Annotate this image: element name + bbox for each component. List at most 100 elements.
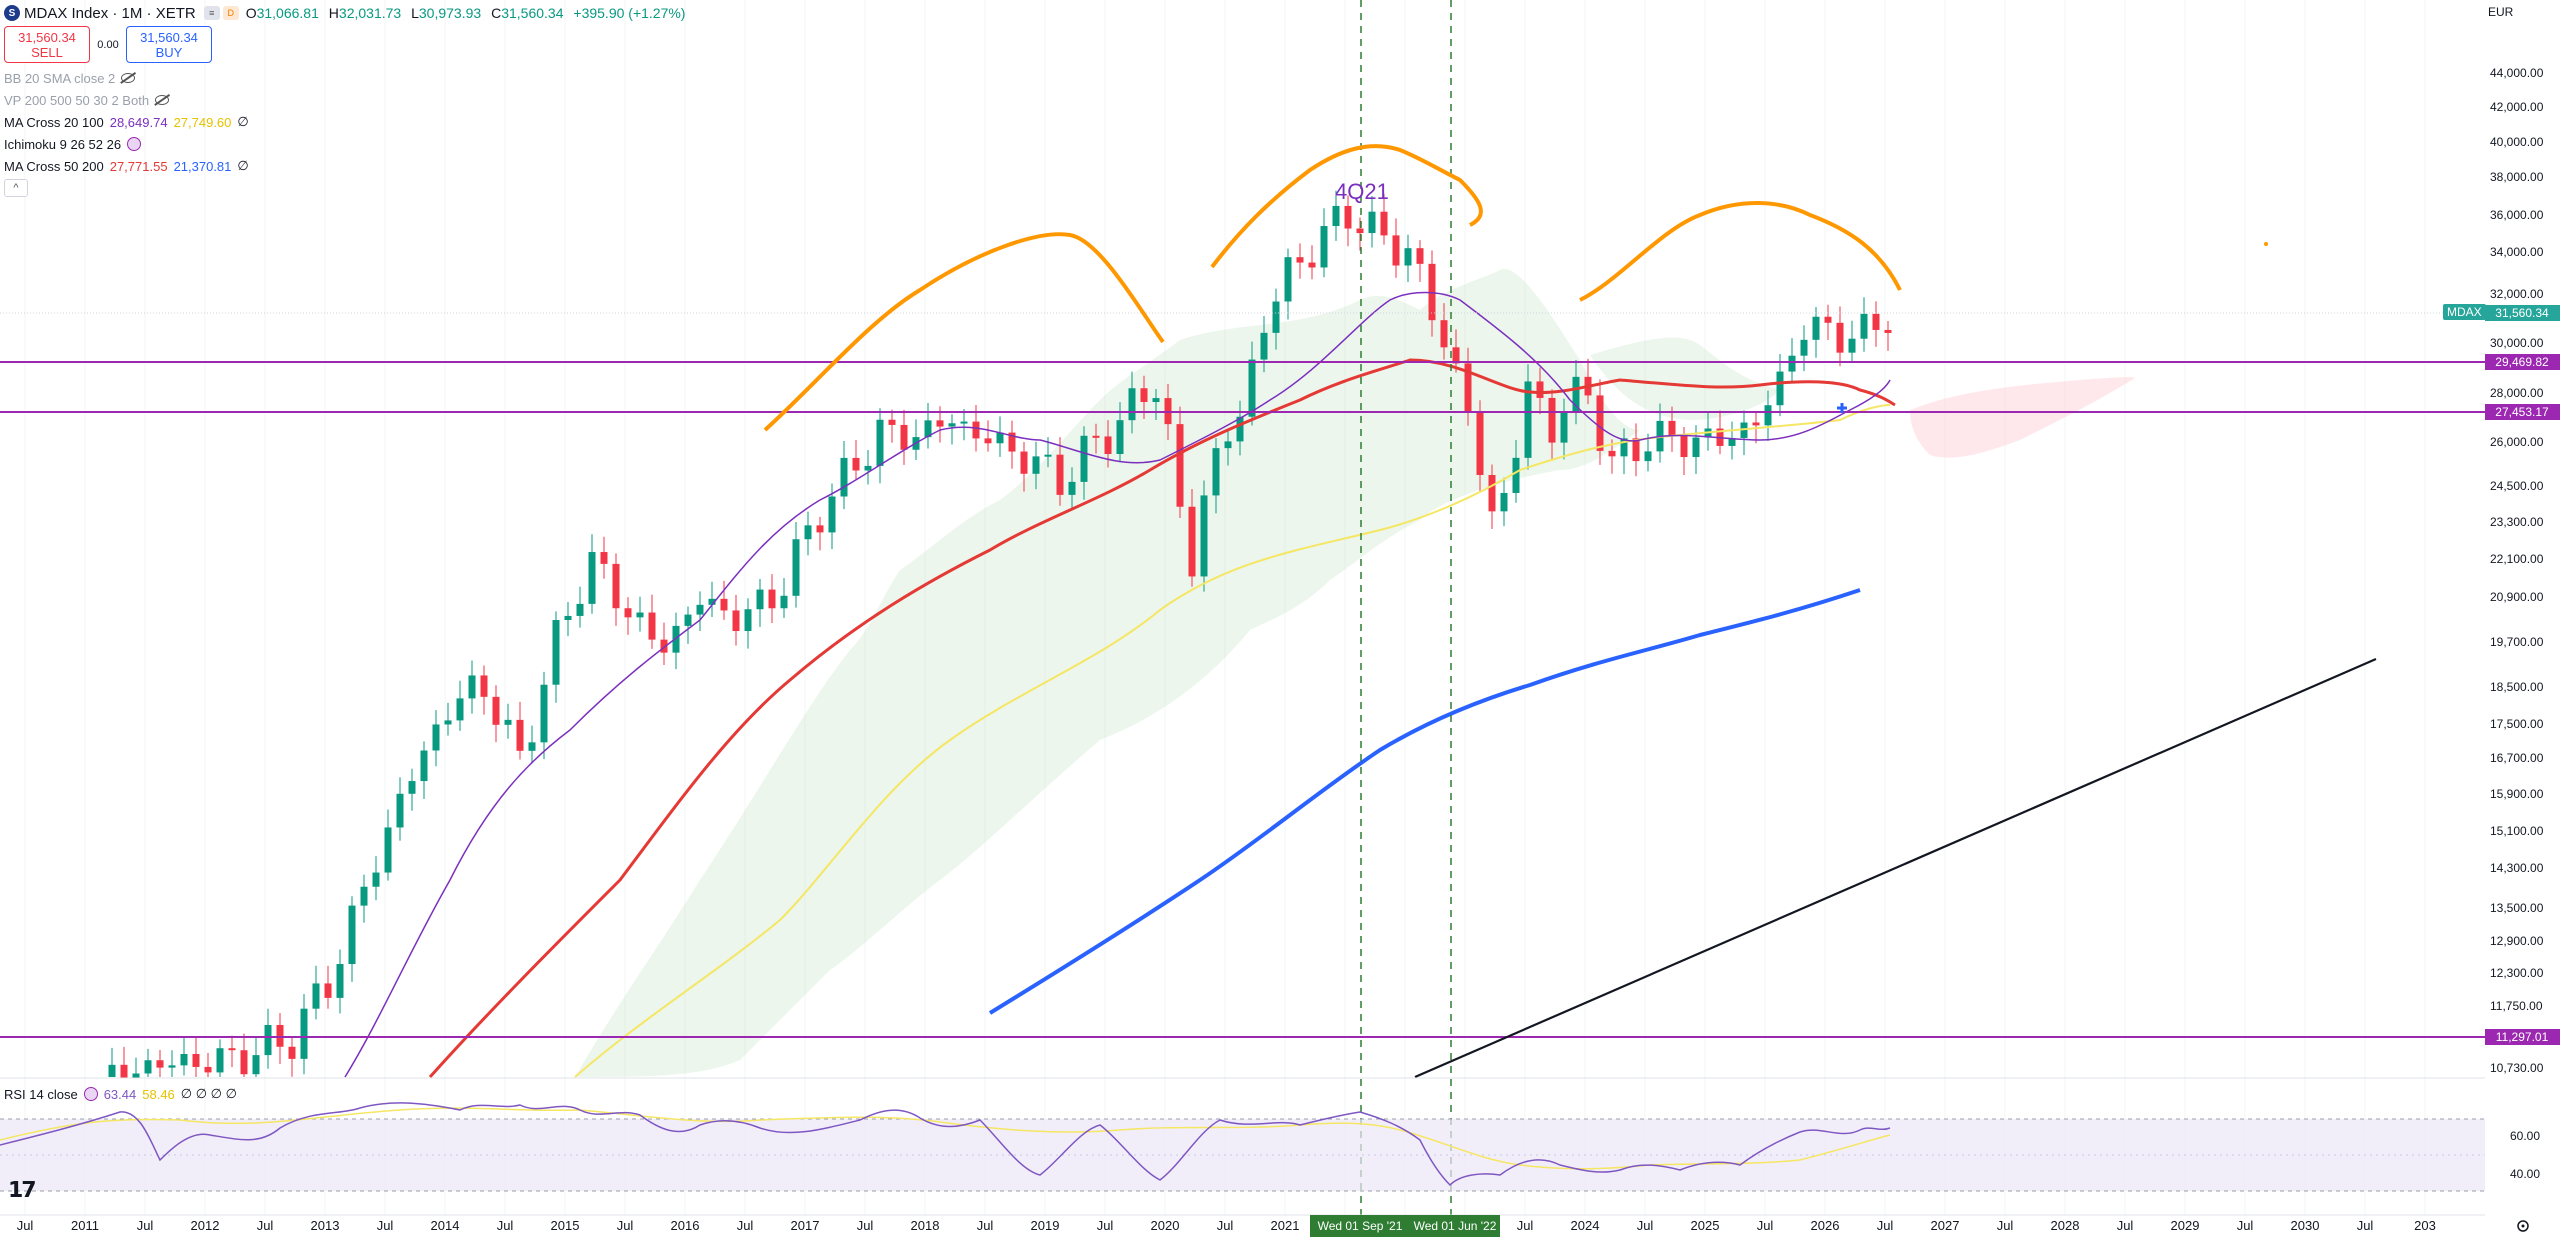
candle-body xyxy=(336,964,344,998)
indicator-vp[interactable]: VP 200 500 50 30 2 Both xyxy=(4,89,691,111)
candle-body xyxy=(1296,257,1304,263)
indicator-bb[interactable]: BB 20 SMA close 2 xyxy=(4,67,691,89)
candle-body xyxy=(1800,339,1808,356)
candle-body xyxy=(1524,381,1532,458)
rsi-legend[interactable]: RSI 14 close 63.44 58.46 ∅ ∅ ∅ ∅ xyxy=(4,1086,243,1102)
drawing-arc-3[interactable] xyxy=(1579,201,1902,302)
settings-icon[interactable] xyxy=(2517,1220,2529,1232)
time-axis-label: Jul xyxy=(1877,1218,1894,1233)
price-label-level2[interactable]: 27,453.17 xyxy=(2485,404,2560,420)
candle-body xyxy=(924,420,932,438)
delayed-data-badge[interactable]: D xyxy=(222,6,239,20)
candle-body xyxy=(120,1064,128,1078)
price-scale-label: 15,900.00 xyxy=(2490,787,2544,801)
currency-label[interactable]: EUR xyxy=(2488,5,2514,19)
candle-body xyxy=(936,420,944,427)
date-marker-label-jun22[interactable]: Wed 01 Jun '22 xyxy=(1410,1215,1500,1237)
candle-body xyxy=(708,598,716,605)
time-axis-label: Jul xyxy=(2237,1218,2254,1233)
candle-body xyxy=(156,1060,164,1068)
price-scale-label: 23,300.00 xyxy=(2490,515,2544,529)
time-axis-label: 2016 xyxy=(671,1218,700,1233)
buy-label: BUY xyxy=(155,44,183,60)
candle-body xyxy=(1380,211,1388,236)
time-axis-label: 2020 xyxy=(1151,1218,1180,1233)
time-axis-label: 2017 xyxy=(791,1218,820,1233)
symbol-row: S MDAX Index · 1M · XETR ≡ D O31,066.81 … xyxy=(4,4,691,22)
candle-body xyxy=(492,696,500,725)
candle-body xyxy=(888,419,896,425)
drawing-dot xyxy=(2264,242,2268,246)
indicator-ma-cross-50-200[interactable]: MA Cross 50 200 27,771.55 21,370.81 ∅ xyxy=(4,155,691,177)
time-axis-label: Jul xyxy=(2357,1218,2374,1233)
time-axis-label: Jul xyxy=(977,1218,994,1233)
symbol-title[interactable]: MDAX Index · 1M · XETR xyxy=(24,4,196,22)
candle-body xyxy=(228,1048,236,1051)
candle-body xyxy=(432,724,440,751)
candle-body xyxy=(216,1048,224,1073)
candle-body xyxy=(468,675,476,699)
candle-body xyxy=(1824,316,1832,323)
candle-body xyxy=(996,432,1004,444)
indicator-ma-cross-1-tail: ∅ xyxy=(237,114,249,129)
candle-body xyxy=(300,1008,308,1059)
indicator-ma-cross-2-value-1: 27,771.55 xyxy=(109,158,168,174)
hidden-eye-icon[interactable] xyxy=(155,95,170,105)
collapse-legend-button[interactable]: ^ xyxy=(4,179,28,197)
drawing-arc-2[interactable] xyxy=(1210,144,1483,269)
sell-button[interactable]: 31,560.34 SELL xyxy=(4,26,90,63)
candle-body xyxy=(612,563,620,609)
ma-cross-marker xyxy=(1837,403,1847,413)
ohlc-open-key: O xyxy=(245,5,257,21)
price-scale-label: 42,000.00 xyxy=(2490,100,2544,114)
time-axis-label: Jul xyxy=(1757,1218,1774,1233)
drawing-arc-1[interactable] xyxy=(763,232,1165,432)
candle-body xyxy=(1668,420,1676,437)
indicator-ma-cross-20-100[interactable]: MA Cross 20 100 28,649.74 27,749.60 ∅ xyxy=(4,111,691,133)
annotation-4q21[interactable]: 4Q21 xyxy=(1335,179,1389,204)
price-scale-label: 12,300.00 xyxy=(2490,966,2544,980)
time-axis-label: Jul xyxy=(737,1218,754,1233)
price-label-current[interactable]: 31,560.34 xyxy=(2485,305,2560,321)
indicator-ichimoku[interactable]: Ichimoku 9 26 52 26 xyxy=(4,133,691,155)
candle-body xyxy=(1200,495,1208,577)
rsi-line xyxy=(0,1102,1891,1187)
ichimoku-cloud-red xyxy=(1910,377,2135,458)
price-label-level1[interactable]: 29,469.82 xyxy=(2485,354,2560,370)
time-axis-label: Jul xyxy=(857,1218,874,1233)
candle-body xyxy=(1416,248,1424,264)
candle-body xyxy=(1752,422,1760,426)
candle-body xyxy=(600,552,608,564)
trend-line[interactable] xyxy=(1414,657,2377,1079)
price-label-level2-text: 27,453.17 xyxy=(2495,405,2549,419)
candle-body xyxy=(1308,262,1316,268)
candle-body xyxy=(1404,248,1412,266)
candle-body xyxy=(1284,257,1292,302)
candle-body xyxy=(312,983,320,1009)
time-axis-label: 2025 xyxy=(1691,1218,1720,1233)
price-scale-label: 24,500.00 xyxy=(2490,479,2544,493)
time-axis-label: 2021 xyxy=(1271,1218,1300,1233)
price-scale-label: 32,000.00 xyxy=(2490,287,2544,301)
candle-body xyxy=(1812,316,1820,340)
date-marker-label-sep21-text: Wed 01 Sep '21 xyxy=(1318,1219,1403,1233)
time-axis-label: 2024 xyxy=(1571,1218,1600,1233)
candle-body xyxy=(1080,435,1088,482)
hidden-eye-icon[interactable] xyxy=(121,73,136,83)
buy-button[interactable]: 31,560.34 BUY xyxy=(126,26,212,63)
price-label-level3[interactable]: 11,297.01 xyxy=(2485,1029,2560,1045)
candle-body xyxy=(816,525,824,533)
time-axis-label: 2012 xyxy=(191,1218,220,1233)
time-axis-label: 2027 xyxy=(1931,1218,1960,1233)
date-marker-label-sep21[interactable]: Wed 01 Sep '21 xyxy=(1310,1215,1410,1237)
tradingview-logo-icon[interactable]: 𝟭𝟳 xyxy=(8,1177,37,1202)
ohlc-values: O31,066.81 H32,031.73 L30,973.93 C31,560… xyxy=(246,5,692,21)
market-status-icon[interactable]: ≡ xyxy=(203,6,220,20)
time-axis-label: Jul xyxy=(1997,1218,2014,1233)
time-axis-label: 2029 xyxy=(2171,1218,2200,1233)
price-scale-label: 20,900.00 xyxy=(2490,590,2544,604)
candle-body xyxy=(144,1060,152,1074)
rsi-settings-icon[interactable] xyxy=(83,1087,98,1101)
sell-price: 31,560.34 xyxy=(18,29,76,45)
